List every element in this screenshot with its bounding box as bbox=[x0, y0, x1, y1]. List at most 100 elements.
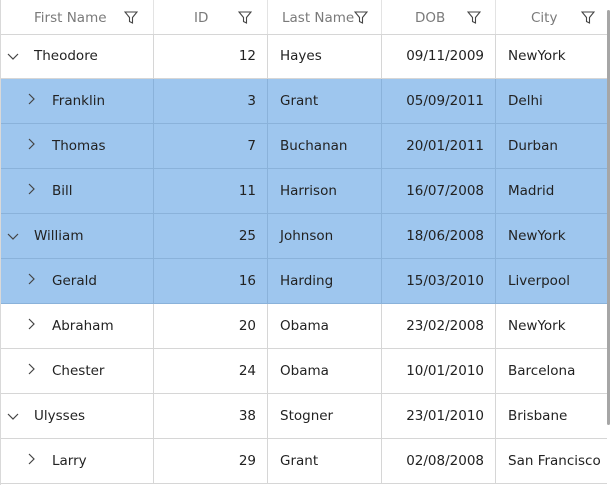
cell-dob[interactable]: 10/01/2010 bbox=[382, 349, 496, 393]
table-row[interactable]: Chester 24 Obama 10/01/2010 Barcelona bbox=[1, 349, 607, 394]
cell-city[interactable]: NewYork bbox=[496, 34, 607, 78]
cell-id[interactable]: 29 bbox=[154, 439, 268, 483]
filter-icon[interactable] bbox=[354, 11, 368, 24]
cell-id[interactable]: 16 bbox=[154, 259, 268, 303]
cell-city[interactable]: Delhi bbox=[496, 79, 607, 123]
header-dob-label: DOB bbox=[415, 10, 446, 26]
cell-city[interactable]: Durban bbox=[496, 124, 607, 168]
table-row[interactable]: Abraham 20 Obama 23/02/2008 NewYork bbox=[1, 304, 607, 349]
cell-city[interactable]: San Francisco bbox=[496, 439, 607, 483]
cell-last-name[interactable]: Grant bbox=[268, 439, 382, 483]
cell-id[interactable]: 11 bbox=[154, 169, 268, 213]
cell-dob-text: 05/09/2011 bbox=[406, 93, 484, 109]
cell-first-name[interactable]: Thomas bbox=[1, 124, 154, 168]
cell-last-name[interactable]: Obama bbox=[268, 349, 382, 393]
cell-city-text: NewYork bbox=[508, 228, 566, 244]
cell-id[interactable]: 20 bbox=[154, 304, 268, 348]
chevron-right-icon[interactable] bbox=[25, 318, 37, 330]
header-last-name[interactable]: Last Name bbox=[268, 0, 382, 34]
cell-dob[interactable]: 02/08/2008 bbox=[382, 439, 496, 483]
cell-last-name[interactable]: Stogner bbox=[268, 394, 382, 438]
filter-icon[interactable] bbox=[467, 11, 481, 24]
cell-first-name-text: William bbox=[34, 228, 84, 244]
cell-last-name[interactable]: Grant bbox=[268, 79, 382, 123]
cell-dob[interactable]: 23/02/2008 bbox=[382, 304, 496, 348]
cell-last-name[interactable]: Hayes bbox=[268, 34, 382, 78]
cell-last-name[interactable]: Obama bbox=[268, 304, 382, 348]
cell-first-name[interactable]: Ulysses bbox=[1, 394, 154, 438]
cell-id[interactable]: 3 bbox=[154, 79, 268, 123]
filter-icon[interactable] bbox=[238, 11, 252, 24]
scrollbar-thumb[interactable] bbox=[607, 10, 610, 425]
cell-id[interactable]: 38 bbox=[154, 394, 268, 438]
cell-city[interactable]: Barcelona bbox=[496, 349, 607, 393]
header-dob[interactable]: DOB bbox=[382, 0, 496, 34]
cell-dob-text: 18/06/2008 bbox=[406, 228, 484, 244]
table-row[interactable]: Larry 29 Grant 02/08/2008 San Francisco bbox=[1, 439, 607, 484]
cell-city[interactable]: NewYork bbox=[496, 304, 607, 348]
cell-first-name[interactable]: Theodore bbox=[1, 34, 154, 78]
table-row[interactable]: Ulysses 38 Stogner 23/01/2010 Brisbane bbox=[1, 394, 607, 439]
cell-first-name[interactable]: William bbox=[1, 214, 154, 258]
header-city[interactable]: City bbox=[496, 0, 607, 34]
chevron-down-icon[interactable] bbox=[7, 51, 19, 63]
filter-icon[interactable] bbox=[124, 11, 138, 24]
cell-dob-text: 23/02/2008 bbox=[406, 318, 484, 334]
cell-last-name[interactable]: Harrison bbox=[268, 169, 382, 213]
chevron-right-icon[interactable] bbox=[25, 183, 37, 195]
cell-dob[interactable]: 20/01/2011 bbox=[382, 124, 496, 168]
filter-icon[interactable] bbox=[581, 11, 595, 24]
header-city-label: City bbox=[531, 10, 558, 26]
cell-first-name[interactable]: Franklin bbox=[1, 79, 154, 123]
cell-dob[interactable]: 09/11/2009 bbox=[382, 34, 496, 78]
cell-dob[interactable]: 15/03/2010 bbox=[382, 259, 496, 303]
cell-city-text: Delhi bbox=[508, 93, 543, 109]
chevron-right-icon[interactable] bbox=[25, 273, 37, 285]
cell-last-name-text: Harding bbox=[280, 273, 334, 289]
cell-dob-text: 20/01/2011 bbox=[406, 138, 484, 154]
cell-first-name[interactable]: Gerald bbox=[1, 259, 154, 303]
cell-city[interactable]: NewYork bbox=[496, 214, 607, 258]
cell-dob[interactable]: 23/01/2010 bbox=[382, 394, 496, 438]
chevron-right-icon[interactable] bbox=[25, 93, 37, 105]
cell-first-name[interactable]: Larry bbox=[1, 439, 154, 483]
header-id[interactable]: ID bbox=[154, 0, 268, 34]
table-row[interactable]: Thomas 7 Buchanan 20/01/2011 Durban bbox=[1, 124, 607, 169]
chevron-down-icon[interactable] bbox=[7, 231, 19, 243]
chevron-right-icon[interactable] bbox=[25, 363, 37, 375]
column-header-row: First Name ID Last Name DOB City bbox=[1, 0, 607, 35]
table-row[interactable]: Gerald 16 Harding 15/03/2010 Liverpool bbox=[1, 259, 607, 304]
cell-last-name-text: Stogner bbox=[280, 408, 334, 424]
cell-id-text: 12 bbox=[238, 48, 256, 64]
cell-first-name[interactable]: Abraham bbox=[1, 304, 154, 348]
cell-city[interactable]: Madrid bbox=[496, 169, 607, 213]
cell-last-name[interactable]: Buchanan bbox=[268, 124, 382, 168]
cell-dob[interactable]: 18/06/2008 bbox=[382, 214, 496, 258]
cell-first-name-text: Chester bbox=[52, 363, 105, 379]
cell-city[interactable]: Brisbane bbox=[496, 394, 607, 438]
chevron-down-icon[interactable] bbox=[7, 411, 19, 423]
table-row[interactable]: William 25 Johnson 18/06/2008 NewYork bbox=[1, 214, 607, 259]
cell-dob[interactable]: 05/09/2011 bbox=[382, 79, 496, 123]
cell-id-text: 24 bbox=[238, 363, 256, 379]
cell-last-name-text: Grant bbox=[280, 453, 319, 469]
cell-city[interactable]: Liverpool bbox=[496, 259, 607, 303]
cell-first-name[interactable]: Chester bbox=[1, 349, 154, 393]
table-row[interactable]: Franklin 3 Grant 05/09/2011 Delhi bbox=[1, 79, 607, 124]
cell-dob[interactable]: 16/07/2008 bbox=[382, 169, 496, 213]
cell-id[interactable]: 7 bbox=[154, 124, 268, 168]
chevron-right-icon[interactable] bbox=[25, 138, 37, 150]
cell-last-name[interactable]: Harding bbox=[268, 259, 382, 303]
cell-last-name[interactable]: Johnson bbox=[268, 214, 382, 258]
cell-first-name[interactable]: Bill bbox=[1, 169, 154, 213]
cell-last-name-text: Obama bbox=[280, 363, 329, 379]
table-row[interactable]: Bill 11 Harrison 16/07/2008 Madrid bbox=[1, 169, 607, 214]
cell-id[interactable]: 12 bbox=[154, 34, 268, 78]
table-row[interactable]: Theodore 12 Hayes 09/11/2009 NewYork bbox=[1, 34, 607, 79]
cell-id[interactable]: 24 bbox=[154, 349, 268, 393]
chevron-right-icon[interactable] bbox=[25, 453, 37, 465]
cell-id[interactable]: 25 bbox=[154, 214, 268, 258]
cell-city-text: San Francisco bbox=[508, 453, 601, 469]
header-first-name[interactable]: First Name bbox=[1, 0, 154, 34]
